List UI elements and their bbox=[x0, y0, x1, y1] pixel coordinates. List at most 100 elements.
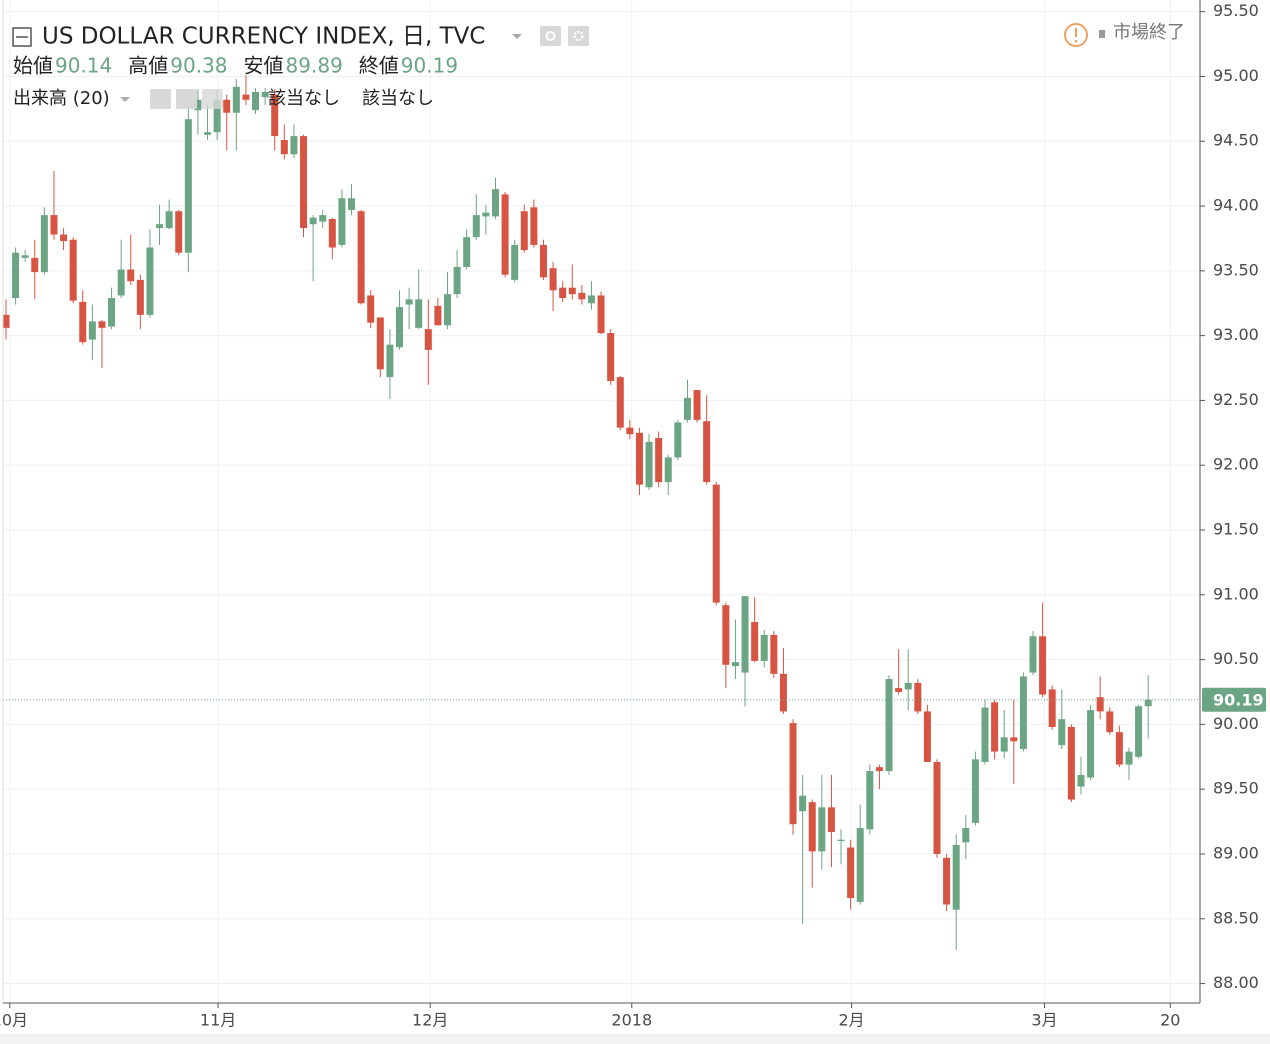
eye-icon-pupil bbox=[545, 31, 556, 41]
settings-icon-gear bbox=[573, 30, 584, 42]
candle-body bbox=[1058, 719, 1066, 746]
dropdown-icon[interactable] bbox=[120, 97, 130, 102]
candle-body bbox=[50, 215, 58, 235]
candle-body bbox=[386, 344, 394, 378]
candle-body bbox=[280, 139, 288, 155]
dropdown-icon[interactable] bbox=[512, 34, 522, 39]
candle-body bbox=[1087, 710, 1095, 778]
candle-body bbox=[578, 292, 586, 300]
y-tick-label: 94.50 bbox=[1213, 131, 1259, 150]
y-tick-label: 90.00 bbox=[1213, 714, 1259, 733]
y-tick-label: 92.50 bbox=[1213, 390, 1259, 409]
candle-body bbox=[1029, 636, 1037, 673]
candle-body bbox=[664, 457, 672, 483]
candle-body bbox=[300, 136, 308, 229]
y-tick-label: 88.00 bbox=[1213, 973, 1259, 992]
y-tick-label: 88.50 bbox=[1213, 908, 1259, 927]
indicator-label: 出来高 (20) bbox=[13, 88, 110, 109]
candle-body bbox=[597, 295, 605, 334]
ohlc-value: 90.14 bbox=[55, 54, 112, 78]
candle-body bbox=[156, 224, 164, 229]
candle-body bbox=[405, 299, 413, 305]
candle-body bbox=[587, 295, 595, 304]
collapse-icon[interactable] bbox=[12, 27, 32, 47]
candle-body bbox=[808, 802, 816, 852]
candle-body bbox=[952, 844, 960, 910]
candle-body bbox=[1010, 737, 1018, 742]
candle-body bbox=[348, 198, 356, 210]
close-icon[interactable] bbox=[202, 89, 223, 109]
candle-body bbox=[616, 377, 624, 428]
candle-body bbox=[338, 198, 346, 245]
candle-body bbox=[367, 295, 375, 323]
candle-body bbox=[396, 307, 404, 348]
candle-body bbox=[731, 662, 739, 667]
candle-body bbox=[655, 438, 663, 483]
y-tick-label: 95.50 bbox=[1213, 1, 1259, 20]
candle-body bbox=[184, 119, 192, 253]
candle-body bbox=[242, 94, 250, 100]
candle-body bbox=[1115, 732, 1123, 765]
candle-body bbox=[904, 682, 912, 690]
x-tick-label: 3月 bbox=[1031, 1011, 1057, 1030]
candle-body bbox=[971, 759, 979, 823]
eye-icon[interactable] bbox=[150, 89, 171, 109]
candle-body bbox=[1096, 697, 1104, 712]
candle-body bbox=[847, 847, 855, 899]
candle-body bbox=[923, 711, 931, 762]
candle-body bbox=[443, 294, 451, 326]
candle-body bbox=[88, 321, 96, 340]
candle-body bbox=[117, 269, 125, 296]
candle-body bbox=[722, 605, 730, 665]
candle-body bbox=[760, 634, 768, 661]
candle-body bbox=[194, 99, 202, 111]
candle-body bbox=[875, 767, 883, 772]
y-tick-label: 92.00 bbox=[1213, 455, 1259, 474]
candle-body bbox=[635, 432, 643, 485]
candle-body bbox=[703, 421, 711, 483]
candle-body bbox=[98, 321, 106, 328]
y-tick-label: 93.50 bbox=[1213, 260, 1259, 279]
candle-body bbox=[856, 828, 864, 902]
y-tick-label: 95.00 bbox=[1213, 66, 1259, 85]
alert-icon[interactable] bbox=[1064, 23, 1088, 47]
candle-body bbox=[453, 266, 461, 295]
candle-body bbox=[1135, 706, 1143, 757]
ohlc-value: 90.19 bbox=[401, 54, 458, 78]
ohlc-value: 89.89 bbox=[286, 54, 343, 78]
candle-body bbox=[415, 299, 423, 328]
candle-body bbox=[712, 484, 720, 603]
candle-body bbox=[261, 92, 269, 98]
candle-body bbox=[568, 287, 576, 295]
eye-icon[interactable] bbox=[540, 26, 561, 46]
candle-body bbox=[60, 234, 68, 242]
candle-body bbox=[1048, 689, 1056, 727]
candle-body bbox=[12, 252, 20, 299]
x-tick-label: 2月 bbox=[838, 1011, 864, 1030]
y-tick-label: 89.00 bbox=[1213, 843, 1259, 862]
candle-body bbox=[674, 422, 682, 458]
candle-body bbox=[175, 211, 183, 253]
candle-body bbox=[751, 622, 759, 661]
candle-body bbox=[1077, 774, 1085, 787]
x-tick-label: 11月 bbox=[200, 1011, 236, 1030]
candle-body bbox=[1144, 699, 1152, 707]
x-tick-label: 20 bbox=[1160, 1011, 1180, 1030]
last-price-box bbox=[1202, 687, 1266, 712]
candle-body bbox=[1125, 751, 1133, 765]
market-status: 市場終了 bbox=[1113, 22, 1185, 43]
candle-body bbox=[520, 211, 528, 251]
settings-icon[interactable] bbox=[176, 89, 197, 109]
candle-body bbox=[434, 305, 442, 326]
settings-icon[interactable] bbox=[568, 26, 589, 46]
bottom-toolbar bbox=[0, 1034, 1270, 1044]
candle-body bbox=[511, 244, 519, 280]
candle-body bbox=[136, 279, 144, 315]
candle-body bbox=[530, 207, 538, 245]
candle-body bbox=[559, 287, 567, 299]
candle-body bbox=[981, 707, 989, 762]
y-tick-label: 94.00 bbox=[1213, 196, 1259, 215]
alert-icon-dot bbox=[1075, 40, 1077, 43]
